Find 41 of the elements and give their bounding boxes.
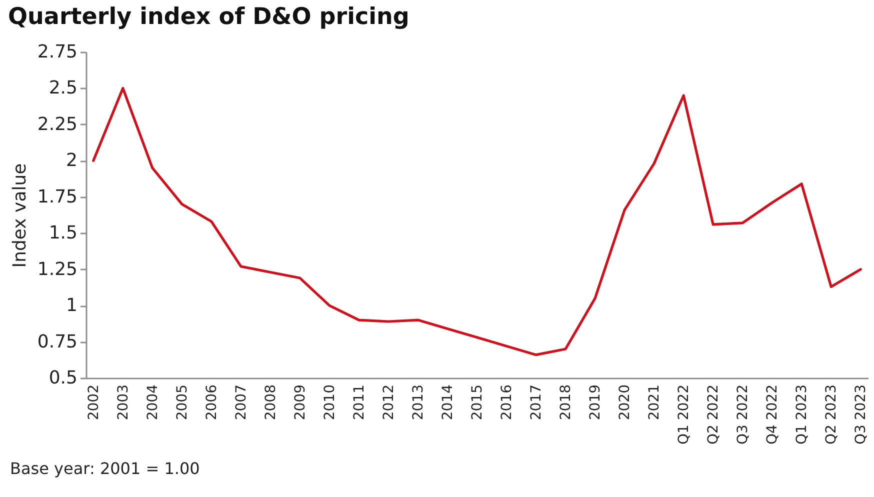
line-series: [92, 86, 862, 356]
y-axis-title: Index value: [9, 163, 30, 268]
x-tick-label: 2006: [204, 384, 220, 420]
x-tick-label: 2012: [380, 384, 397, 420]
y-tick-label: 1.25: [37, 258, 78, 280]
x-tick-label: Q1 2022: [676, 384, 692, 445]
x-tick-label: 2017: [528, 384, 545, 420]
x-tick-label: Q3 2022: [735, 384, 752, 445]
x-tick-label: 2021: [646, 384, 663, 420]
y-tick-label: 1: [66, 295, 78, 316]
x-tick-label: 2007: [233, 384, 250, 420]
x-tick-label: Q1 2023: [794, 384, 810, 445]
x-tick-label: Q4 2022: [764, 384, 781, 445]
y-tick-label: 2: [66, 150, 78, 172]
y-tick-label: 2.5: [48, 78, 78, 99]
x-tick-label: Q3 2023: [853, 384, 870, 445]
x-tick-label: 2019: [588, 384, 604, 420]
x-tick-label: Q2 2022: [706, 384, 722, 445]
text: Base year: 2001 = 1.00: [10, 459, 200, 478]
x-tick-label: 2011: [351, 384, 368, 420]
x-tick-label: 2003: [115, 384, 132, 420]
y-tick-label: 1.75: [37, 186, 78, 208]
x-tick-label: 2015: [470, 384, 486, 420]
x-tick-label: 2016: [499, 384, 516, 420]
x-tick-label: 2004: [144, 384, 161, 420]
x-tick-label: 2013: [410, 384, 426, 420]
y-tick-label: 0.75: [37, 331, 78, 352]
y-tick-label: 0.5: [48, 368, 78, 388]
x-tick-label: 2009: [292, 384, 308, 420]
x-tick-label: 2002: [86, 384, 102, 420]
x-tick-label: 2008: [262, 384, 279, 420]
y-tick-label: 2.75: [37, 42, 78, 62]
x-tick-label: 2005: [174, 384, 190, 420]
x-tick-label: 2014: [440, 384, 456, 420]
x-tick-label: 2010: [322, 384, 338, 420]
x-tick-label: 2018: [558, 384, 574, 420]
y-tick-label: 1.5: [48, 222, 78, 244]
x-tick-label: 2020: [617, 384, 634, 420]
x-tick-label: Q2 2023: [824, 384, 840, 445]
y-tick-label: 2.25: [37, 114, 78, 135]
chart-title: Quarterly index of D&O pricing: [8, 4, 410, 30]
